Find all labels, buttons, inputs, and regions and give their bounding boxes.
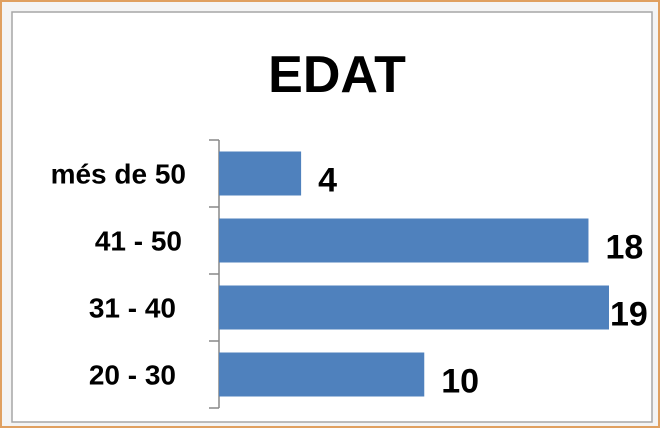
y-tick-label: 20 - 30: [89, 360, 176, 391]
value-label: 4: [318, 162, 337, 200]
y-tick-label: més de 50: [51, 159, 186, 190]
y-tick-label: 41 - 50: [95, 226, 182, 257]
chart-title: EDAT: [268, 46, 406, 104]
bar: [219, 285, 609, 330]
bar: [219, 218, 589, 263]
value-label: 19: [610, 296, 648, 334]
y-tick-label: 31 - 40: [89, 293, 176, 324]
bar: [219, 352, 425, 397]
value-label: 10: [441, 363, 479, 401]
value-label: 18: [605, 229, 643, 267]
bar: [219, 151, 302, 196]
